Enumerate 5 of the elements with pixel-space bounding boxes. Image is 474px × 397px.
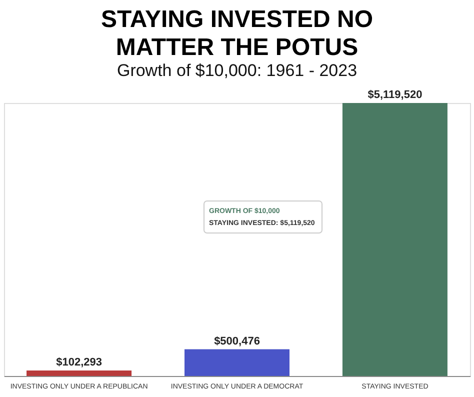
data-label: $102,293	[56, 356, 102, 369]
data-label: $5,119,520	[368, 89, 422, 101]
data-label: $500,476	[214, 335, 260, 348]
chart-subtitle: Growth of $10,000: 1961 - 2023	[116, 61, 358, 80]
chart-title: STAYING INVESTED NO MATTER THE POTUS	[100, 6, 374, 61]
